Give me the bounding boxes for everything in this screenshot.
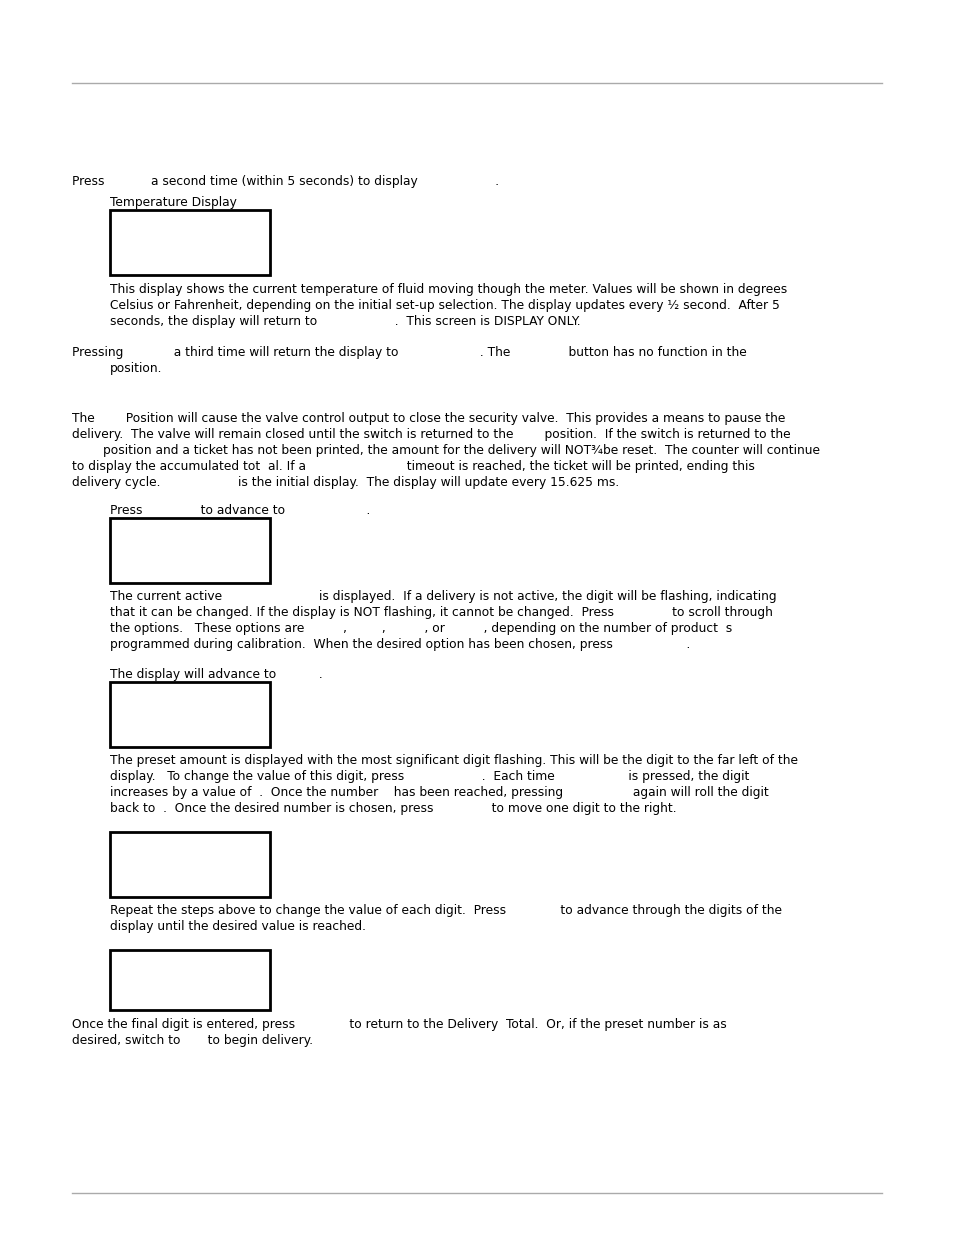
Bar — [110, 517, 270, 583]
Text: Pressing             a third time will return the display to                    : Pressing a third time will return the di… — [71, 346, 746, 359]
Text: Press               to advance to                     .: Press to advance to . — [110, 504, 370, 517]
Text: The        Position will cause the valve control output to close the security va: The Position will cause the valve contro… — [71, 412, 784, 425]
Bar — [110, 682, 270, 747]
Text: the options.   These options are          ,         ,          , or          , d: the options. These options are , , , or … — [110, 622, 732, 635]
Bar — [110, 210, 270, 275]
Text: delivery cycle.                    is the initial display.  The display will upd: delivery cycle. is the initial display. … — [71, 475, 618, 489]
Text: display until the desired value is reached.: display until the desired value is reach… — [110, 920, 366, 932]
Text: Repeat the steps above to change the value of each digit.  Press              to: Repeat the steps above to change the val… — [110, 904, 781, 918]
Text: increases by a value of  .  Once the number    has been reached, pressing       : increases by a value of . Once the numbe… — [110, 785, 768, 799]
Text: This display shows the current temperature of fluid moving though the meter. Val: This display shows the current temperatu… — [110, 283, 786, 296]
Text: Press            a second time (within 5 seconds) to display                    : Press a second time (within 5 seconds) t… — [71, 175, 498, 188]
Text: that it can be changed. If the display is NOT flashing, it cannot be changed.  P: that it can be changed. If the display i… — [110, 606, 772, 619]
Text: seconds, the display will return to                    .  This screen is DISPLAY: seconds, the display will return to . Th… — [110, 315, 580, 329]
Text: desired, switch to       to begin delivery.: desired, switch to to begin delivery. — [71, 1034, 313, 1047]
Text: Once the final digit is entered, press              to return to the Delivery  T: Once the final digit is entered, press t… — [71, 1018, 726, 1031]
Text: delivery.  The valve will remain closed until the switch is returned to the     : delivery. The valve will remain closed u… — [71, 429, 790, 441]
Text: The current active                         is displayed.  If a delivery is not a: The current active is displayed. If a de… — [110, 590, 776, 603]
Text: back to  .  Once the desired number is chosen, press               to move one d: back to . Once the desired number is cho… — [110, 802, 676, 815]
Bar — [110, 950, 270, 1010]
Bar — [110, 832, 270, 897]
Text: display.   To change the value of this digit, press                    .  Each t: display. To change the value of this dig… — [110, 769, 749, 783]
Text: position and a ticket has not been printed, the amount for the delivery will NOT: position and a ticket has not been print… — [71, 445, 820, 457]
Text: Temperature Display: Temperature Display — [110, 196, 236, 209]
Text: position.: position. — [110, 362, 162, 375]
Text: to display the accumulated tot  al. If a                          timeout is rea: to display the accumulated tot al. If a … — [71, 459, 754, 473]
Text: The preset amount is displayed with the most significant digit flashing. This wi: The preset amount is displayed with the … — [110, 755, 797, 767]
Text: Celsius or Fahrenheit, depending on the initial set-up selection. The display up: Celsius or Fahrenheit, depending on the … — [110, 299, 779, 312]
Text: programmed during calibration.  When the desired option has been chosen, press  : programmed during calibration. When the … — [110, 638, 690, 651]
Text: The display will advance to           .: The display will advance to . — [110, 668, 322, 680]
